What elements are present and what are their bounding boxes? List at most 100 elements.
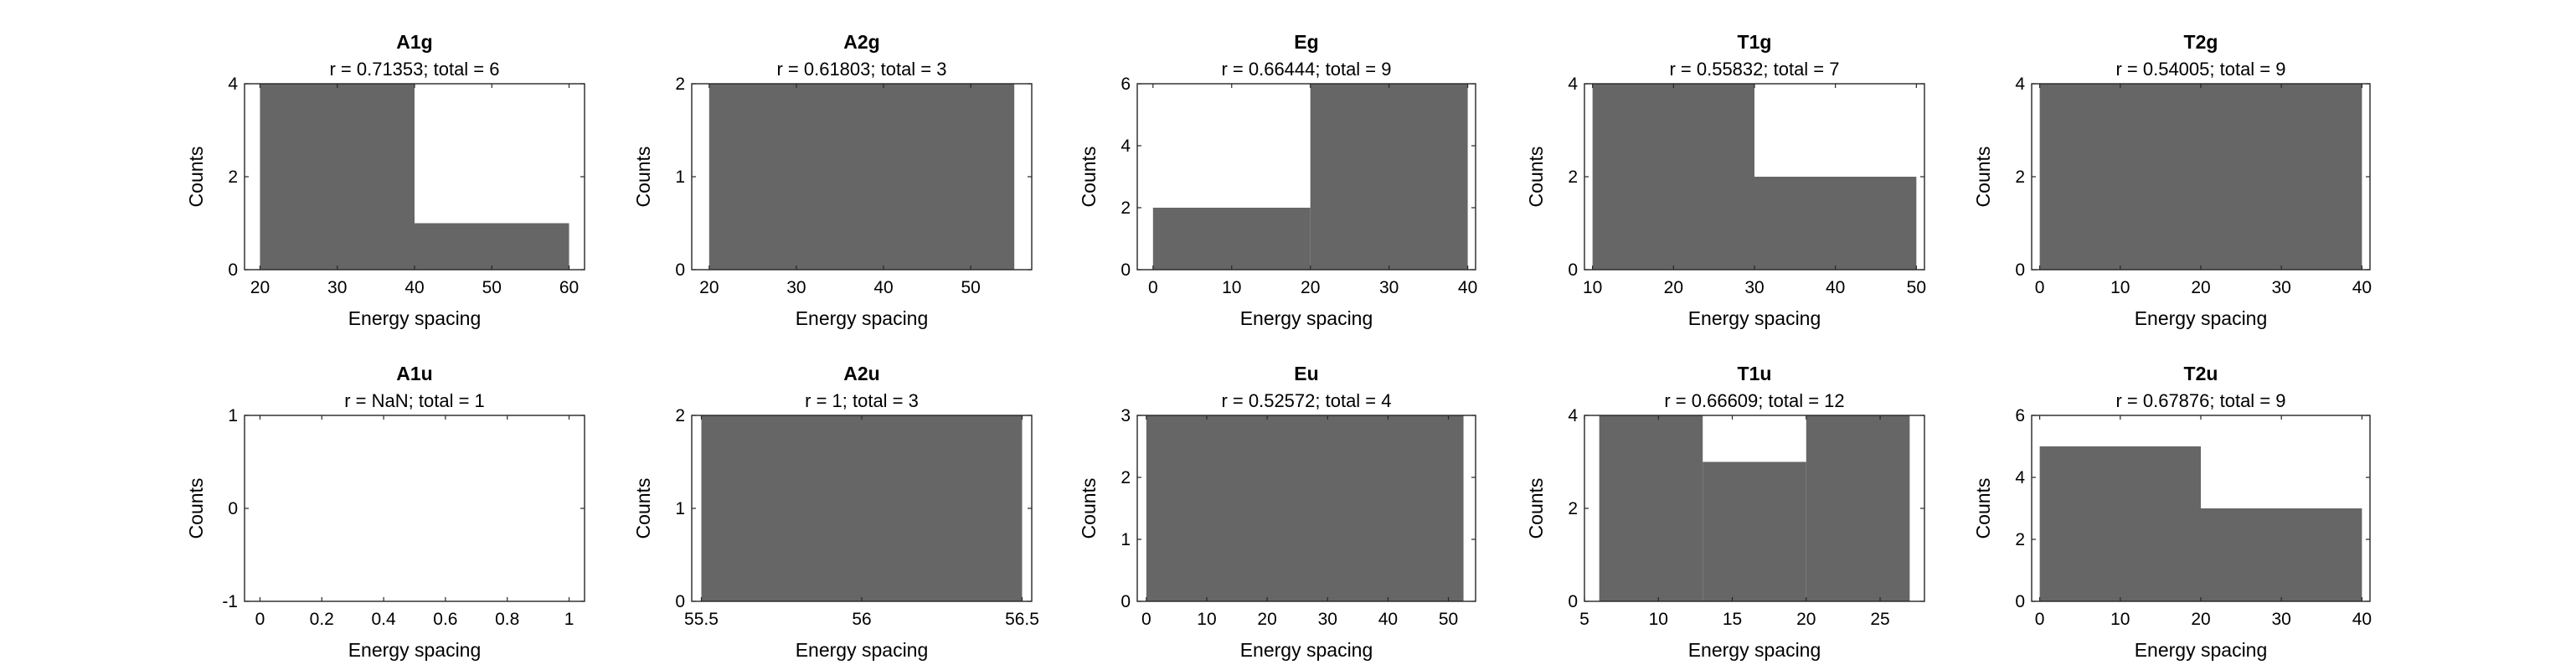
x-axis-label: Energy spacing — [2135, 307, 2268, 329]
y-tick-label: 0 — [675, 592, 685, 611]
subplot-t1g: 10 20 30 40 50 0 2 4 T1g r = 0.55832; total = 7 En… — [1525, 31, 1926, 329]
y-axis-label: Counts — [1525, 147, 1547, 208]
x-tick-label: 0 — [255, 610, 265, 629]
x-tick-label: 25 — [1870, 610, 1889, 629]
x-tick-label: 0 — [1141, 610, 1151, 629]
y-tick-label: 6 — [2015, 406, 2025, 425]
histogram-bar — [1146, 415, 1464, 601]
x-tick-label: 55.5 — [684, 610, 719, 629]
x-tick-label: 20 — [2191, 610, 2210, 629]
x-axis-label: Energy spacing — [796, 639, 929, 661]
y-tick-label: 1 — [228, 406, 238, 425]
y-axis-label: Counts — [632, 478, 654, 539]
x-tick-label: 20 — [1664, 278, 1683, 297]
x-tick-label: 1 — [564, 610, 574, 629]
subplot-subtitle: r = 0.66609; total = 12 — [1664, 390, 1844, 411]
x-tick-label: 40 — [1826, 278, 1845, 297]
histogram-bar — [1152, 208, 1311, 270]
x-tick-label: 30 — [1744, 278, 1764, 297]
subplot-eu: 0 10 20 30 40 50 0 1 2 3 Eu r = 0.52572; total = 4 E… — [1078, 363, 1476, 661]
x-tick-label: 40 — [1378, 610, 1398, 629]
x-tick-label: 30 — [327, 278, 347, 297]
x-tick-label: 56 — [852, 610, 871, 629]
y-tick-label: 2 — [2015, 530, 2025, 549]
histogram-bar — [1754, 177, 1917, 270]
subplot-a1g: 20 30 40 50 60 0 2 4 A1g r = 0.71353; total = 6 En… — [185, 31, 585, 329]
x-tick-label: 10 — [1222, 278, 1241, 297]
x-tick-label: 10 — [2110, 278, 2130, 297]
subplot-subtitle: r = 0.55832; total = 7 — [1669, 59, 1839, 80]
subplot-subtitle: r = NaN; total = 1 — [344, 390, 485, 411]
subplot-title: A2g — [843, 31, 879, 53]
x-tick-label: 20 — [699, 278, 719, 297]
x-tick-label: 30 — [1379, 278, 1399, 297]
subplot-title: A1g — [396, 31, 432, 53]
x-tick-label: 0 — [1148, 278, 1158, 297]
y-axis-label: Counts — [1972, 147, 1994, 208]
y-tick-label: 1 — [675, 499, 685, 518]
x-tick-label: 0.6 — [433, 610, 457, 629]
x-tick-label: 50 — [1439, 610, 1458, 629]
subplot-title: Eg — [1294, 31, 1318, 53]
x-tick-label: 0 — [2035, 610, 2045, 629]
y-tick-label: 4 — [1568, 75, 1578, 94]
x-tick-label: 15 — [1723, 610, 1742, 629]
subplot-subtitle: r = 0.61803; total = 3 — [776, 59, 946, 80]
histogram-bar — [701, 415, 1023, 601]
subplot-a1u: 0 0.2 0.4 0.6 0.8 1 -1 0 1 A1u r = NaN; total = 1 E… — [185, 363, 585, 661]
subplot-title: T1g — [1738, 31, 1772, 53]
y-tick-label: 4 — [2015, 75, 2025, 94]
y-axis-label: Counts — [1078, 478, 1100, 539]
histogram-bar — [1310, 84, 1468, 270]
y-tick-label: 4 — [2015, 468, 2025, 487]
histogram-bar — [1703, 461, 1806, 601]
x-tick-label: 5 — [1579, 610, 1589, 629]
y-tick-label: 2 — [2015, 168, 2025, 187]
histogram-bar — [2201, 508, 2362, 601]
subplot-title: T2g — [2184, 31, 2218, 53]
x-tick-label: 10 — [2110, 610, 2130, 629]
y-tick-label: 0 — [675, 260, 685, 280]
subplot-subtitle: r = 0.67876; total = 9 — [2115, 390, 2285, 411]
y-tick-label: 2 — [1121, 468, 1131, 487]
y-tick-label: -1 — [222, 592, 238, 611]
y-tick-label: 2 — [1568, 499, 1578, 518]
x-tick-label: 50 — [1907, 278, 1926, 297]
histogram-bar — [1599, 415, 1703, 601]
x-tick-label: 40 — [2352, 610, 2372, 629]
y-tick-label: 4 — [1121, 137, 1131, 156]
y-tick-label: 4 — [1568, 406, 1578, 425]
histogram-bar — [1806, 415, 1910, 601]
histogram-bar — [260, 84, 415, 270]
subplot-subtitle: r = 0.54005; total = 9 — [2115, 59, 2285, 80]
x-tick-label: 20 — [250, 278, 270, 297]
y-tick-label: 0 — [228, 499, 238, 518]
x-tick-label: 0.2 — [310, 610, 334, 629]
subplot-title: A2u — [843, 363, 879, 384]
y-tick-label: 0 — [1121, 260, 1131, 280]
subplot-title: Eu — [1294, 363, 1318, 384]
subplot-a2u: 55.5 56 56.5 0 1 2 A2u r = 1; total = 3 Energy s… — [632, 363, 1039, 661]
axes-box — [1136, 83, 1476, 271]
subplot-subtitle: r = 0.52572; total = 4 — [1221, 390, 1391, 411]
x-tick-label: 0 — [2035, 278, 2045, 297]
y-axis-label: Counts — [1972, 478, 1994, 539]
x-tick-label: 50 — [961, 278, 980, 297]
subplot-subtitle: r = 1; total = 3 — [805, 390, 919, 411]
subplot-title: T1u — [1738, 363, 1772, 384]
x-tick-label: 40 — [873, 278, 893, 297]
x-axis-label: Energy spacing — [2135, 639, 2268, 661]
subplot-title: A1u — [396, 363, 432, 384]
y-tick-label: 0 — [228, 260, 238, 280]
y-axis-label: Counts — [185, 147, 207, 208]
x-tick-label: 60 — [559, 278, 579, 297]
y-tick-label: 6 — [1121, 75, 1131, 94]
y-tick-label: 0 — [1568, 592, 1578, 611]
y-tick-label: 2 — [675, 75, 685, 94]
y-axis-label: Counts — [1078, 147, 1100, 208]
x-tick-label: 20 — [1257, 610, 1276, 629]
y-tick-label: 3 — [1121, 406, 1131, 425]
subplot-subtitle: r = 0.66444; total = 9 — [1221, 59, 1391, 80]
x-tick-label: 20 — [1301, 278, 1320, 297]
histogram-bar — [2039, 446, 2201, 601]
